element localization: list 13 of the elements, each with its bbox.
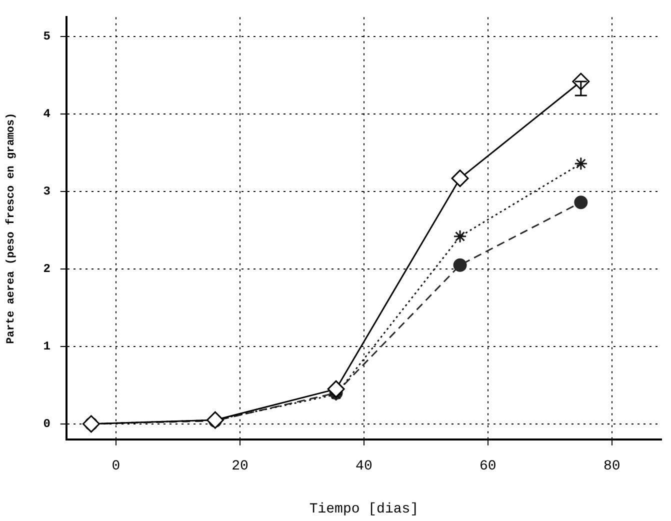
y-tick-label: 4 [43,107,50,122]
x-tick-label: 80 [604,458,620,475]
y-tick-label: 3 [43,184,50,199]
x-tick-label: 60 [480,458,496,475]
x-tick-label: 0 [112,458,120,475]
y-tick-label: 1 [43,339,50,354]
x-tick-label: 40 [356,458,372,475]
x-axis-title: Tiempo [dias] [309,501,419,518]
y-tick-label: 0 [43,416,50,431]
y-tick-label: 5 [43,30,50,44]
y-tick-label: 2 [43,262,50,276]
y-axis-title: Parte aerea (peso fresco en gramos) [4,112,18,344]
x-tick-label: 20 [232,458,248,475]
